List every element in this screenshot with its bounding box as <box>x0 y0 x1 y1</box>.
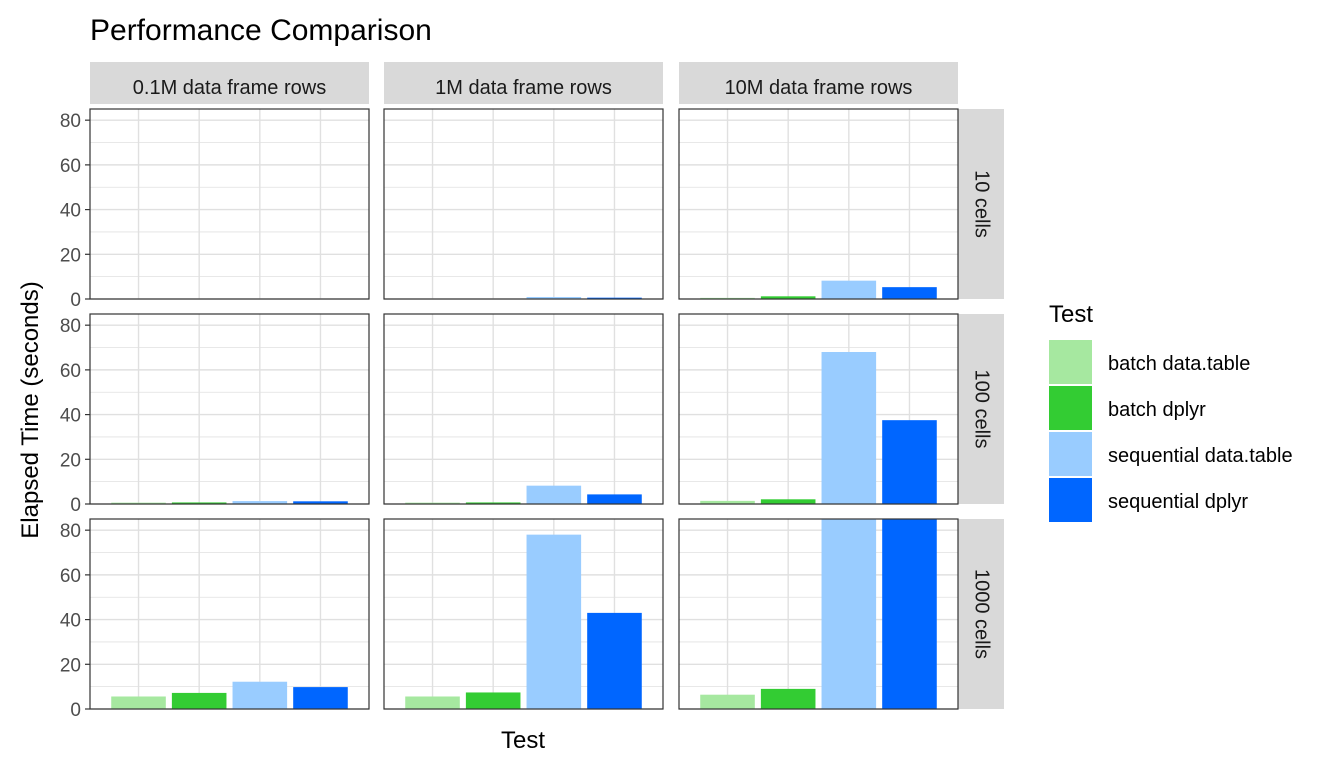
bar <box>293 687 348 709</box>
facet-strip-column <box>679 62 958 104</box>
panel-border <box>89 108 370 300</box>
facet-strip-column <box>384 62 663 104</box>
panel-border <box>383 518 664 710</box>
facet-strip-row <box>958 109 1004 299</box>
facet-panels: 0.1M data frame rows 1M data frame rows 10… <box>60 62 1004 721</box>
panel-border <box>383 313 664 505</box>
y-tick-label: 40 <box>60 406 81 427</box>
bar <box>760 688 816 709</box>
legend-label: sequential dplyr <box>1108 491 1248 513</box>
bar <box>405 502 460 504</box>
facet-strip-column-label: 1M data frame rows <box>435 77 612 99</box>
facet-strip-row <box>958 519 1004 709</box>
y-tick-label: 80 <box>60 316 81 337</box>
panel-border <box>89 313 370 505</box>
y-tick-label: 20 <box>60 245 81 266</box>
bar <box>526 296 582 299</box>
y-tick-label: 80 <box>60 521 81 542</box>
legend-label: batch data.table <box>1108 353 1250 375</box>
bar <box>587 494 642 504</box>
bar <box>232 681 288 709</box>
facet-strip-column <box>90 62 369 104</box>
y-tick-label: 20 <box>60 655 81 676</box>
bar <box>882 420 937 504</box>
panel-border <box>678 313 959 505</box>
y-tick-label: 60 <box>60 361 81 382</box>
y-tick-label: 0 <box>70 495 81 516</box>
bar <box>465 502 521 504</box>
y-tick-label: 40 <box>60 611 81 632</box>
bar <box>700 694 755 709</box>
panel-background <box>679 109 958 299</box>
facet-strip-row-label: 100 cells <box>971 370 993 449</box>
facet-strip-row <box>958 314 1004 504</box>
bar <box>760 499 816 504</box>
y-tick-label: 0 <box>70 700 81 721</box>
panel-background <box>384 314 663 504</box>
y-axis-title: Elapsed Time (seconds) <box>17 281 44 538</box>
bar <box>232 501 288 504</box>
bar <box>405 696 460 709</box>
chart-title: Performance Comparison <box>90 14 432 47</box>
legend-key <box>1049 386 1092 430</box>
bar <box>293 501 348 504</box>
y-tick-label: 60 <box>60 566 81 587</box>
bar <box>882 519 937 709</box>
legend-key <box>1049 432 1092 476</box>
bar <box>760 296 816 299</box>
facet-strip-row-label: 1000 cells <box>971 569 993 659</box>
bar <box>587 612 642 709</box>
facet-strip-row-label: 10 cells <box>971 170 993 238</box>
legend-key <box>1049 340 1092 384</box>
bar <box>111 696 166 709</box>
panel-background <box>90 109 369 299</box>
panel-border <box>383 108 664 300</box>
facet-strip-column-label: 10M data frame rows <box>725 77 913 99</box>
bar <box>111 502 166 504</box>
y-tick-label: 60 <box>60 156 81 177</box>
y-tick-label: 80 <box>60 111 81 132</box>
panel-background <box>384 109 663 299</box>
bar <box>821 280 877 299</box>
bar <box>526 534 582 709</box>
y-tick-label: 40 <box>60 201 81 222</box>
bar <box>526 485 582 504</box>
bar <box>700 500 755 504</box>
bar <box>587 297 642 299</box>
facet-strip-column-label: 0.1M data frame rows <box>133 77 326 99</box>
y-tick-label: 20 <box>60 450 81 471</box>
legend-title: Test <box>1049 301 1093 328</box>
legend-label: batch dplyr <box>1108 399 1206 421</box>
y-tick-label: 0 <box>70 290 81 311</box>
legend-key <box>1049 478 1092 522</box>
x-axis-title: Test <box>501 727 545 754</box>
panel-border <box>678 518 959 710</box>
bar <box>821 519 877 709</box>
panel-border <box>678 108 959 300</box>
legend-label: sequential data.table <box>1108 445 1293 467</box>
panel-border <box>89 518 370 710</box>
bar <box>171 692 227 709</box>
panel-background <box>90 314 369 504</box>
legend: Test batch data.table batch dplyr sequenti… <box>1049 301 1293 522</box>
bar <box>171 502 227 504</box>
bar <box>821 352 877 504</box>
bar <box>882 287 937 299</box>
panel-background <box>90 519 369 709</box>
bar <box>465 692 521 709</box>
